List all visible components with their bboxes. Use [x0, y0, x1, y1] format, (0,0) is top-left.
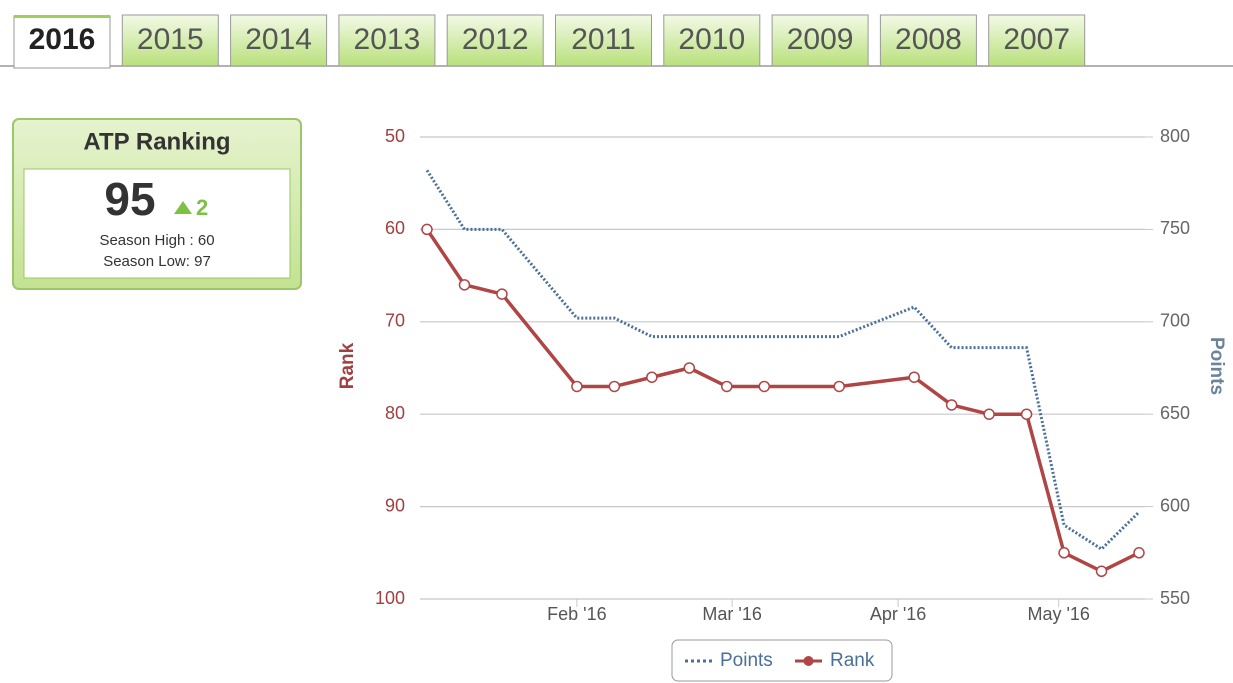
y-tick-label: 90 — [385, 495, 405, 515]
year-tab[interactable]: 2009 — [771, 14, 869, 67]
x-tick-label: Mar '16 — [702, 604, 761, 624]
year-tab[interactable]: 2014 — [230, 14, 328, 67]
chart: Rank Points 50 60 70 80 90 100 550 600 650 700 750… — [337, 126, 1227, 682]
data-point — [833, 380, 845, 393]
ranking-card: ATP Ranking 95 2 Season High : 60 Season… — [12, 118, 302, 290]
season-low: Season Low: 97 — [103, 253, 211, 270]
tab-label: 2010 — [678, 23, 745, 56]
y-axis-title: Rank — [337, 342, 358, 389]
tab-label: 2016 — [29, 23, 96, 56]
rank-value: 95 — [104, 173, 155, 225]
tab-background — [230, 14, 328, 67]
card-title: ATP Ranking — [83, 128, 230, 155]
tab-background — [13, 15, 111, 69]
year-tab[interactable]: 2015 — [121, 14, 219, 67]
tab-background — [771, 14, 869, 67]
year-tab[interactable]: 2016 — [13, 15, 111, 69]
tab-label: 2007 — [1003, 23, 1070, 56]
tab-background — [446, 14, 544, 67]
x-tick-label: May '16 — [1027, 604, 1089, 624]
tab-label: 2011 — [571, 23, 636, 56]
y2-tick-label: 700 — [1160, 311, 1190, 331]
x-tick-label: Apr '16 — [870, 604, 926, 624]
tab-label: 2014 — [245, 23, 312, 56]
data-point — [1133, 547, 1145, 559]
data-point — [1058, 547, 1070, 559]
card-body — [23, 168, 291, 279]
rank-change: 2 — [196, 195, 208, 220]
season-high: Season High : 60 — [99, 232, 214, 249]
tab-background — [338, 14, 436, 67]
data-point — [646, 371, 658, 383]
tab-label: 2013 — [354, 23, 421, 56]
year-tab[interactable]: 2008 — [879, 14, 977, 67]
y-tick-label: 100 — [375, 588, 405, 608]
data-point — [608, 380, 621, 393]
tab-label: 2012 — [462, 23, 529, 56]
series-line — [425, 169, 1141, 551]
y2-tick-label: 750 — [1160, 218, 1190, 238]
y2-axis-title: Points — [1206, 337, 1227, 395]
data-point — [496, 288, 508, 300]
tab-background — [121, 14, 219, 67]
y-tick-label: 70 — [385, 311, 405, 331]
y2-tick-label: 550 — [1160, 588, 1190, 608]
legend-marker — [803, 656, 814, 666]
legend-label[interactable]: Points — [720, 650, 773, 671]
y-tick-label: 60 — [385, 218, 405, 238]
data-point — [721, 380, 733, 393]
y2-tick-label: 650 — [1160, 403, 1190, 423]
y-tick-label: 50 — [385, 126, 405, 146]
y2-tick-label: 800 — [1160, 126, 1190, 146]
tab-background — [663, 14, 761, 67]
year-tab[interactable]: 2010 — [663, 14, 761, 67]
data-point — [945, 399, 958, 411]
year-tab[interactable]: 2011 — [555, 14, 652, 67]
tab-background — [555, 14, 652, 67]
data-point — [908, 371, 920, 383]
data-point — [458, 279, 471, 291]
tab-background — [988, 14, 1086, 67]
legend-box — [671, 639, 893, 682]
series-line — [425, 228, 1140, 574]
tab-label: 2008 — [895, 23, 962, 56]
data-point — [1020, 408, 1033, 420]
y-tick-label: 80 — [385, 403, 405, 423]
year-tab[interactable]: 2012 — [446, 14, 544, 67]
year-tab[interactable]: 2007 — [988, 14, 1086, 67]
y2-tick-label: 600 — [1160, 495, 1190, 515]
tab-label: 2015 — [137, 23, 204, 56]
tab-label: 2009 — [787, 23, 854, 56]
tab-highlight — [14, 15, 110, 18]
data-point — [1095, 565, 1108, 578]
year-tab[interactable]: 2013 — [338, 14, 436, 67]
up-arrow — [174, 201, 192, 214]
x-tick-label: Feb '16 — [547, 604, 606, 624]
legend-label[interactable]: Rank — [830, 650, 875, 671]
tab-background — [879, 14, 977, 67]
data-point — [571, 380, 583, 393]
data-point — [983, 408, 995, 420]
data-point — [683, 362, 696, 374]
data-point — [421, 223, 433, 236]
tab-bar: 2016 2015 2014 2013 2012 2011 2010 2009 2008 2007 — [0, 14, 1233, 69]
data-point — [758, 380, 771, 393]
